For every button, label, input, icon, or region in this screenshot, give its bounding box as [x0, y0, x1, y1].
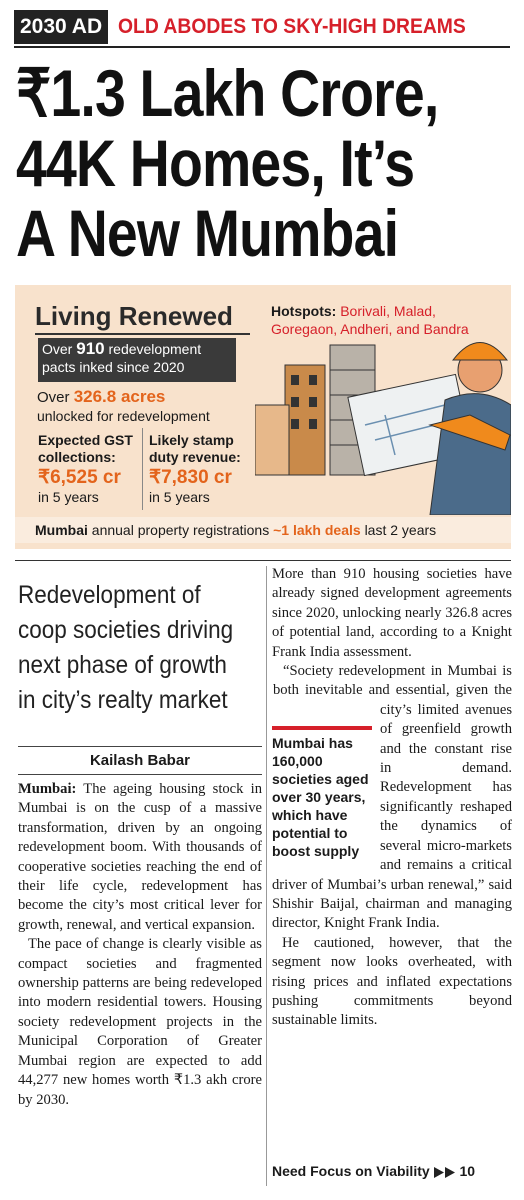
dateline: Mumbai:	[18, 781, 77, 797]
stamp-label: Likely stamp duty revenue:	[149, 432, 241, 465]
deck: Redevelopment of coop societies driving …	[18, 581, 234, 714]
section-tag: 2030 AD	[14, 10, 109, 44]
headline-line: 44K Homes, It’s	[16, 126, 415, 200]
pullquote: Mumbai has 160,000 societies aged over 3…	[272, 726, 372, 860]
gst-value: ₹6,525 cr	[38, 467, 121, 488]
jump-arrow	[433, 1166, 455, 1178]
rule	[14, 46, 510, 48]
acres-text: unlocked for redevelopment	[37, 408, 210, 424]
paragraph: “Society redevelopment in Mumbai is both…	[272, 663, 512, 932]
stamp-value: ₹7,830 cr	[149, 467, 232, 488]
body-left: Mumbai: The ageing housing stock in Mumb…	[18, 780, 262, 1180]
paragraph-text: The ageing housing stock in Mumbai is on…	[18, 781, 262, 933]
paragraph: The pace of change is clearly visible as…	[18, 936, 262, 1108]
kicker: OLD ABODES TO SKY-HIGH DREAMS	[118, 15, 466, 38]
headline-line: A New Mumbai	[16, 196, 399, 270]
hotspots: Borivali, Malad, Goregaon, Andheri, and …	[271, 303, 469, 337]
byline: Kailash Babar	[89, 752, 191, 769]
gst-period: in 5 years	[38, 489, 99, 505]
pacts-prefix: Over	[42, 341, 73, 357]
column-rule	[266, 566, 267, 1186]
paragraph: More than 910 housing societies have alr…	[272, 566, 512, 660]
gst-block: Expected GST collections: ₹6,525 cr in 5…	[34, 428, 143, 510]
gst-label: Expected GST collections:	[38, 432, 133, 465]
acres-prefix: Over	[37, 389, 70, 406]
headline-line: ₹1.3 Lakh Crore,	[16, 56, 439, 130]
hotspots-label: Hotspots:	[271, 303, 337, 319]
jump-text: Need Focus on Viability	[272, 1163, 430, 1179]
jump: Need Focus on Viability 10	[272, 1163, 475, 1179]
infographic: Living Renewed Hotspots: Borivali, Malad…	[15, 285, 511, 549]
rule	[18, 774, 262, 775]
paragraph: Mumbai: The ageing housing stock in Mumb…	[18, 780, 262, 935]
body-right: More than 910 housing societies have alr…	[272, 565, 512, 1160]
rule	[15, 560, 511, 561]
illustration	[255, 342, 511, 515]
acres-value: 326.8 acres	[73, 387, 166, 406]
registrations: Mumbai annual property registrations ~1 …	[15, 517, 511, 543]
registrations-city: Mumbai	[35, 522, 88, 538]
rule	[35, 333, 250, 335]
registrations-value: ~1 lakh deals	[273, 522, 361, 538]
pacts-text: redevelopment pacts inked since 2020	[42, 341, 202, 375]
registrations-period: last 2 years	[364, 522, 437, 538]
jump-page: 10	[459, 1163, 476, 1179]
rule	[18, 746, 262, 747]
pacts-box: Over 910 redevelopment pacts inked since…	[38, 338, 236, 382]
paragraph: He cautioned, however, that the segment …	[272, 934, 512, 1029]
pacts-value: 910	[76, 339, 105, 358]
stamp-period: in 5 years	[149, 489, 210, 505]
registrations-text: annual property registrations	[91, 522, 270, 538]
infographic-title: Living Renewed	[35, 301, 233, 331]
stamp-block: Likely stamp duty revenue: ₹7,830 cr in …	[145, 428, 253, 510]
